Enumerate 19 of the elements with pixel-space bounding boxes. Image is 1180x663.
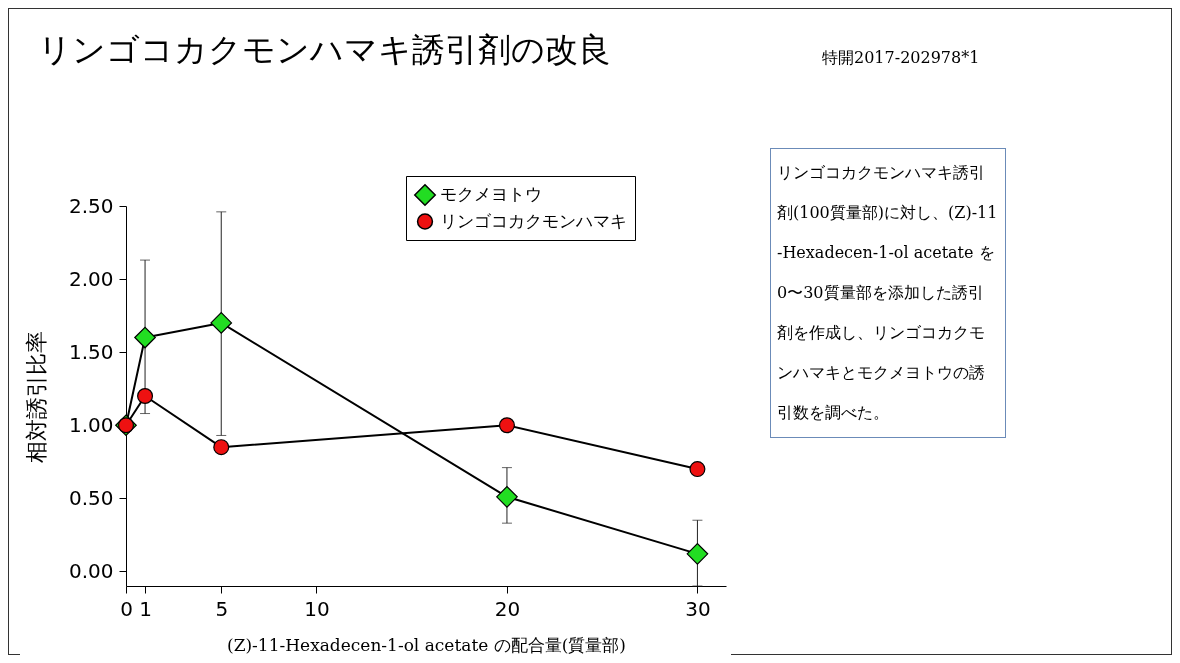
legend-label: リンゴコカクモンハマキ [440, 210, 627, 231]
x-tick-label: 1 [139, 596, 152, 621]
y-tick-label: 0.00 [68, 558, 114, 583]
y-tick-label: 2.00 [68, 266, 114, 291]
x-tick-label: 5 [215, 596, 229, 621]
x-tick-label: 10 [304, 596, 330, 621]
y-tick-label: 1.50 [68, 339, 114, 364]
x-tick-label: 30 [685, 596, 711, 621]
chart-title: リンゴコカクモンハマキ誘引剤の改良 [38, 29, 611, 71]
text: リンゴコカクモンハマキ誘引剤(100質量部)に対し、(Z)-11-Hexadecen-1-ol acetate を0〜30質量部を添加した誘引剤を作成し、リンゴコカクモンハマキとモクメヨトウの誘引数を調べた。 [777, 163, 998, 422]
y-tick-label: 2.50 [68, 193, 114, 218]
legend-label: モクメヨトウ [440, 184, 542, 204]
y-tick-label: 1.00 [68, 412, 114, 437]
text: 特開2017-202978*1 [822, 48, 980, 69]
x-axis-title: (Z)-11-Hexadecen-1-ol acetate の配合量(質量部) [227, 634, 626, 655]
y-tick-label: 0.50 [68, 485, 114, 510]
x-tick-label: 0 [120, 596, 133, 621]
x-tick-label: 20 [494, 596, 521, 621]
y-axis-title: 相対誘引比率 [23, 330, 49, 463]
